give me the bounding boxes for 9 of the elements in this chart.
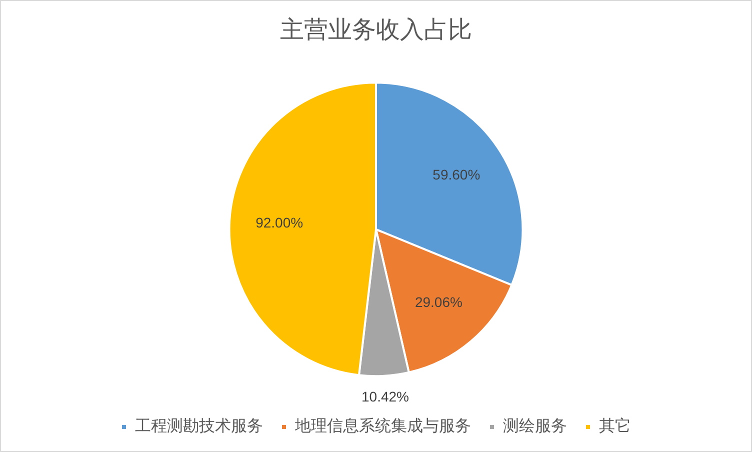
legend-label: 测绘服务 (503, 416, 567, 436)
legend-label: 工程测勘技术服务 (135, 416, 263, 436)
chart-title: 主营业务收入占比 (280, 16, 472, 44)
data-label: 92.00% (256, 214, 304, 231)
data-label: 10.42% (362, 388, 409, 405)
data-label: 59.60% (432, 166, 480, 182)
legend-label: 其它 (599, 416, 631, 436)
legend-label: 地理信息系统集成与服务 (294, 416, 471, 436)
data-label: 29.06% (414, 294, 462, 310)
